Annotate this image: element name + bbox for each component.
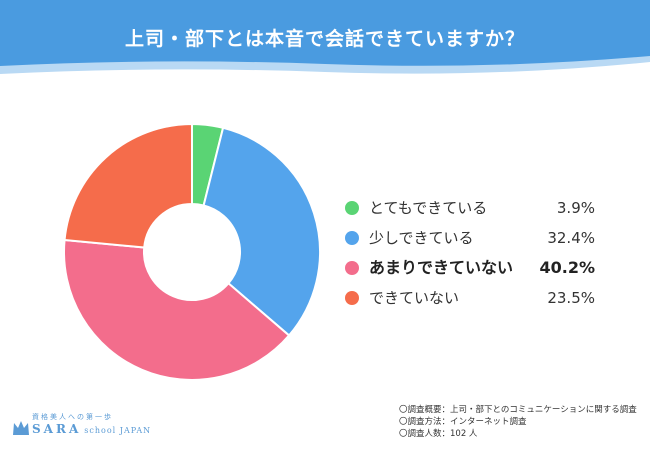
donut-chart (63, 122, 321, 381)
legend-value: 32.4% (547, 229, 595, 247)
legend-label: 少しできている (369, 229, 474, 247)
legend-item: とてもできている 3.9% (345, 193, 605, 223)
survey-note: 〇調査人数：102 人 (399, 429, 478, 439)
logo-name-text: SARA (32, 422, 82, 436)
brand-logo: 資格美人への第一歩 SARA school JAPAN (12, 412, 172, 442)
legend-item: あまりできていない 40.2% (345, 253, 605, 283)
legend-label: できていない (369, 289, 460, 307)
legend-value: 3.9% (556, 199, 595, 217)
legend-color-dot (345, 261, 359, 275)
donut-hole (144, 204, 240, 300)
survey-notes: 〇調査概要：上司・部下とのコミュニケーションに関する調査 〇調査方法：インターネ… (399, 404, 637, 440)
legend-item: 少しできている 32.4% (345, 223, 605, 253)
header-background (0, 0, 650, 74)
legend-label: とてもできている (369, 199, 488, 217)
logo-tagline: 資格美人への第一歩 (32, 413, 113, 421)
survey-note: 〇調査方法：インターネット調査 (399, 417, 527, 427)
crown-icon (13, 421, 29, 435)
legend-color-dot (345, 231, 359, 245)
legend-value: 40.2% (539, 258, 595, 277)
legend-color-dot (345, 201, 359, 215)
legend-label: あまりできていない (369, 258, 514, 277)
chart-legend: とてもできている 3.9% 少しできている 32.4% あまりできていない 40.2% でき… (345, 193, 605, 313)
logo-name: SARA school JAPAN (32, 422, 151, 436)
legend-value: 23.5% (547, 289, 595, 307)
header-banner: 上司・部下とは本音で会話できていますか？ (0, 0, 650, 78)
legend-item: できていない 23.5% (345, 283, 605, 313)
page-title: 上司・部下とは本音で会話できていますか？ (124, 28, 525, 50)
legend-color-dot (345, 291, 359, 305)
survey-note: 〇調査概要：上司・部下とのコミュニケーションに関する調査 (399, 405, 637, 415)
logo-subtitle: school JAPAN (84, 426, 152, 435)
